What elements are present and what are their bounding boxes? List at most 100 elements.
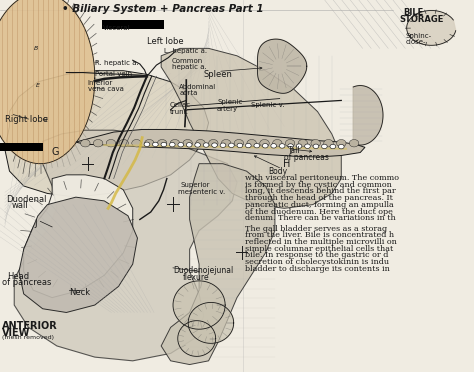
Circle shape [132,140,141,147]
Text: (mesh removed): (mesh removed) [2,335,55,340]
Text: G: G [51,147,59,157]
Circle shape [196,140,205,147]
Polygon shape [407,10,456,45]
Circle shape [330,144,336,149]
Text: Duodenojejunal: Duodenojejunal [173,266,233,275]
Text: Sphinc-: Sphinc- [405,33,431,39]
Text: L. hepatic a.: L. hepatic a. [164,48,207,54]
Text: Tail: Tail [288,146,301,155]
Text: Spleen: Spleen [204,70,233,79]
Text: VIEW: VIEW [2,328,31,338]
Text: with visceral peritoneum. The commo: with visceral peritoneum. The commo [245,174,399,182]
Text: J: J [34,219,37,228]
Text: artery: artery [217,106,238,112]
Circle shape [279,144,285,148]
Text: long, it descends behind the first par: long, it descends behind the first par [245,187,396,196]
Circle shape [273,140,282,147]
Polygon shape [76,129,365,157]
Text: from the liver. Bile is concentrated h: from the liver. Bile is concentrated h [245,231,394,240]
Circle shape [338,144,344,149]
Circle shape [161,142,167,147]
Text: Duodenal: Duodenal [6,195,46,203]
Circle shape [337,140,346,147]
Polygon shape [161,48,341,208]
Circle shape [119,140,128,147]
Text: Left lobe: Left lobe [147,37,183,46]
Text: • Biliary System + Pancreas Part 1: • Biliary System + Pancreas Part 1 [62,4,263,15]
Circle shape [324,140,333,147]
Circle shape [254,143,260,148]
Text: ANTERIOR: ANTERIOR [2,321,58,331]
Polygon shape [188,302,234,343]
Circle shape [263,144,268,148]
Circle shape [183,140,192,147]
Text: close-: close- [405,39,426,45]
Polygon shape [14,130,237,361]
Circle shape [220,143,226,147]
Circle shape [298,140,308,147]
Text: Superior: Superior [180,182,210,188]
Text: Head: Head [7,272,29,280]
Circle shape [260,140,269,147]
Circle shape [313,144,319,148]
Circle shape [271,144,276,148]
Text: BILE: BILE [403,8,423,17]
Text: trunk: trunk [170,109,189,115]
Circle shape [203,143,209,147]
Text: The gall bladder serves as a storag: The gall bladder serves as a storag [245,225,387,233]
Circle shape [321,144,327,149]
Polygon shape [5,71,209,197]
Circle shape [311,140,320,147]
Circle shape [246,143,251,148]
Text: mesenteric v.: mesenteric v. [178,189,225,195]
Text: hepatic a.: hepatic a. [172,64,207,70]
Circle shape [349,140,359,147]
Circle shape [169,142,175,147]
Text: bladder to discharge its contents in: bladder to discharge its contents in [245,265,390,273]
Text: Inferior: Inferior [88,80,113,86]
Bar [0,143,43,151]
Polygon shape [257,39,307,93]
Circle shape [237,143,243,148]
Text: is formed by the cystic and common: is formed by the cystic and common [245,181,392,189]
Polygon shape [24,175,133,298]
Text: secretion of cholecystokinin is indu: secretion of cholecystokinin is indu [245,258,389,266]
Text: simple columnar epithelial cells that: simple columnar epithelial cells that [245,245,393,253]
Text: flexure: flexure [182,273,209,282]
Text: through the head of the pancreas. It: through the head of the pancreas. It [245,194,393,202]
Circle shape [285,140,295,147]
Circle shape [186,142,192,147]
Text: Celiac: Celiac [170,102,191,108]
Text: Right lobe: Right lobe [5,115,48,124]
Text: wall: wall [12,201,28,210]
Circle shape [195,143,201,147]
Polygon shape [161,164,275,365]
Text: of pancreas: of pancreas [2,278,52,287]
Text: denum. There can be variations in th: denum. There can be variations in th [245,214,396,222]
Circle shape [153,142,158,147]
Circle shape [212,143,218,147]
Text: Splenic: Splenic [217,99,243,105]
Circle shape [144,142,150,147]
Circle shape [234,140,244,147]
Circle shape [288,144,293,148]
Text: Visceral: Visceral [103,25,131,31]
Circle shape [247,140,256,147]
Circle shape [209,140,218,147]
Text: pancreatic duct, forming an ampulla: pancreatic duct, forming an ampulla [245,201,394,209]
Circle shape [170,140,180,147]
Text: B: B [34,46,37,51]
Text: Abdominal: Abdominal [179,84,217,90]
Polygon shape [173,281,225,329]
Text: bile. In response to the gastric or d: bile. In response to the gastric or d [245,251,388,260]
Text: Splenic v.: Splenic v. [251,102,285,108]
Polygon shape [0,0,95,164]
Text: of pancreas: of pancreas [284,153,329,162]
Circle shape [221,140,231,147]
Circle shape [157,140,167,147]
Circle shape [296,144,302,148]
Text: aorta: aorta [179,90,198,96]
Text: of the duodenum. Here the duct ope: of the duodenum. Here the duct ope [245,208,393,216]
Polygon shape [178,321,216,356]
Text: G: G [43,116,47,122]
